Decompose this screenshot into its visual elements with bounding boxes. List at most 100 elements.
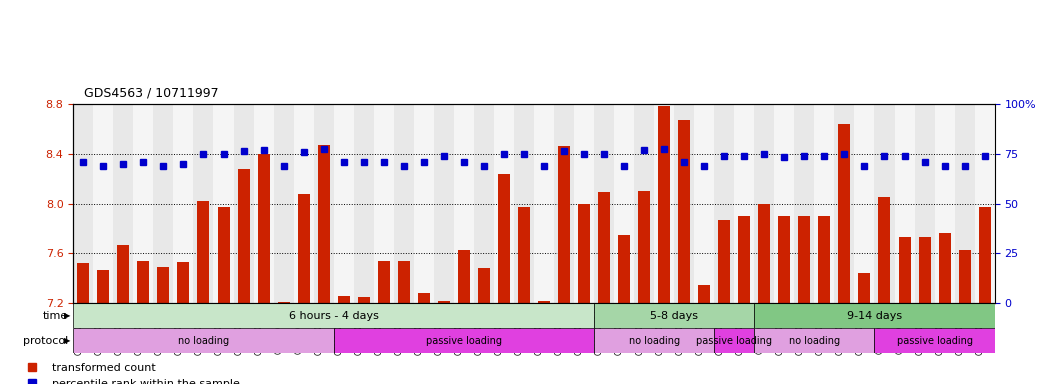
Bar <box>233 104 253 303</box>
Bar <box>477 268 490 303</box>
Bar <box>874 104 894 303</box>
Bar <box>338 296 350 303</box>
Text: passive loading: passive loading <box>696 336 773 346</box>
Bar <box>374 104 394 303</box>
Bar <box>238 169 249 303</box>
Bar <box>734 104 754 303</box>
Bar <box>598 192 610 303</box>
Bar <box>554 104 574 303</box>
Bar <box>133 104 154 303</box>
Bar <box>975 104 995 303</box>
Bar <box>894 104 914 303</box>
Bar <box>538 301 550 303</box>
Bar <box>433 104 453 303</box>
Bar <box>97 270 109 303</box>
Bar <box>273 104 293 303</box>
Bar <box>758 204 771 303</box>
Bar <box>754 104 775 303</box>
Bar <box>834 104 854 303</box>
Bar <box>498 174 510 303</box>
Text: passive loading: passive loading <box>896 336 973 346</box>
Bar <box>458 250 470 303</box>
Bar <box>578 204 591 303</box>
Bar <box>398 261 409 303</box>
Bar <box>819 216 830 303</box>
Bar <box>514 104 534 303</box>
Bar <box>594 104 615 303</box>
Bar <box>93 104 113 303</box>
Bar <box>654 104 674 303</box>
FancyBboxPatch shape <box>334 328 594 353</box>
Bar <box>394 104 414 303</box>
FancyBboxPatch shape <box>754 328 874 353</box>
Bar <box>277 302 290 303</box>
Bar <box>898 237 911 303</box>
Bar <box>117 245 130 303</box>
Bar <box>854 104 874 303</box>
Bar <box>154 104 174 303</box>
Bar <box>698 285 710 303</box>
Bar <box>815 104 834 303</box>
Bar <box>634 104 654 303</box>
FancyBboxPatch shape <box>73 328 334 353</box>
Bar <box>918 237 931 303</box>
Bar <box>574 104 594 303</box>
Text: 6 hours - 4 days: 6 hours - 4 days <box>289 311 379 321</box>
Bar <box>738 216 751 303</box>
Bar <box>137 261 150 303</box>
Bar <box>113 104 133 303</box>
Bar <box>718 220 730 303</box>
FancyBboxPatch shape <box>714 328 754 353</box>
Bar <box>979 207 990 303</box>
Text: protocol: protocol <box>23 336 68 346</box>
Bar <box>73 104 93 303</box>
Bar <box>334 104 354 303</box>
Text: 5-8 days: 5-8 days <box>650 311 698 321</box>
Bar <box>714 104 734 303</box>
Text: passive loading: passive loading <box>426 336 502 346</box>
Bar <box>914 104 935 303</box>
Bar <box>778 216 790 303</box>
Bar <box>258 154 269 303</box>
Bar <box>775 104 795 303</box>
Bar <box>799 216 810 303</box>
Legend: transformed count, percentile rank within the sample: transformed count, percentile rank withi… <box>16 359 244 384</box>
FancyBboxPatch shape <box>73 303 594 328</box>
Text: ▶: ▶ <box>64 311 70 320</box>
Bar <box>678 120 690 303</box>
Bar <box>314 104 334 303</box>
Text: no loading: no loading <box>628 336 680 346</box>
Bar <box>198 201 209 303</box>
Bar <box>878 197 891 303</box>
Bar <box>859 273 870 303</box>
FancyBboxPatch shape <box>874 328 995 353</box>
FancyBboxPatch shape <box>594 303 754 328</box>
Text: ▶: ▶ <box>64 336 70 345</box>
Bar <box>438 301 450 303</box>
Bar <box>474 104 494 303</box>
Bar <box>174 104 194 303</box>
Bar <box>558 146 570 303</box>
Bar <box>358 297 370 303</box>
Bar <box>378 261 389 303</box>
Text: no loading: no loading <box>788 336 840 346</box>
Bar <box>615 104 634 303</box>
Bar <box>418 293 430 303</box>
Bar <box>157 267 170 303</box>
Bar <box>218 207 229 303</box>
Text: GDS4563 / 10711997: GDS4563 / 10711997 <box>84 87 219 100</box>
FancyBboxPatch shape <box>754 303 995 328</box>
Bar <box>638 191 650 303</box>
Bar <box>618 235 630 303</box>
Text: no loading: no loading <box>178 336 229 346</box>
Bar <box>494 104 514 303</box>
Bar <box>293 104 314 303</box>
Text: 9-14 days: 9-14 days <box>847 311 903 321</box>
Bar <box>938 233 951 303</box>
Bar <box>253 104 273 303</box>
Bar <box>795 104 815 303</box>
Bar <box>77 263 89 303</box>
Text: time: time <box>43 311 68 321</box>
Bar <box>317 145 330 303</box>
FancyBboxPatch shape <box>594 328 714 353</box>
